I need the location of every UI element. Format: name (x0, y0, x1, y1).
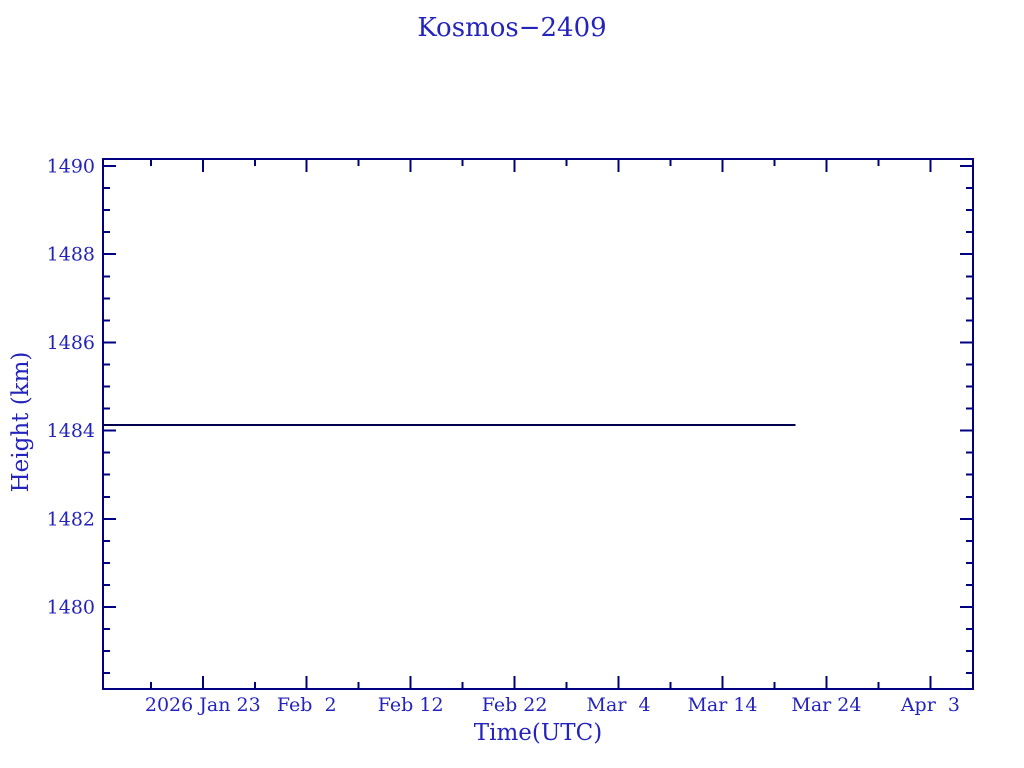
y-tick-label: 1480 (47, 596, 95, 618)
x-tick-label: 2026 Jan 23 (145, 694, 261, 716)
y-tick-label: 1486 (47, 332, 95, 354)
y-tick-label: 1490 (47, 156, 95, 178)
x-tick-label: Mar 24 (791, 694, 861, 716)
x-tick-label: Feb 22 (482, 694, 548, 716)
x-tick-label: Apr 3 (900, 694, 960, 716)
x-tick-label: Mar 14 (687, 694, 757, 716)
x-axis-title: Time(UTC) (473, 720, 603, 746)
chart-title: Kosmos−2409 (417, 13, 607, 43)
y-tick-label: 1484 (47, 420, 95, 442)
y-tick-label: 1488 (47, 244, 95, 266)
x-tick-label: Feb 2 (277, 694, 337, 716)
y-tick-label: 1482 (47, 508, 95, 530)
x-tick-label: Mar 4 (587, 694, 651, 716)
x-tick-label: Feb 12 (378, 694, 444, 716)
